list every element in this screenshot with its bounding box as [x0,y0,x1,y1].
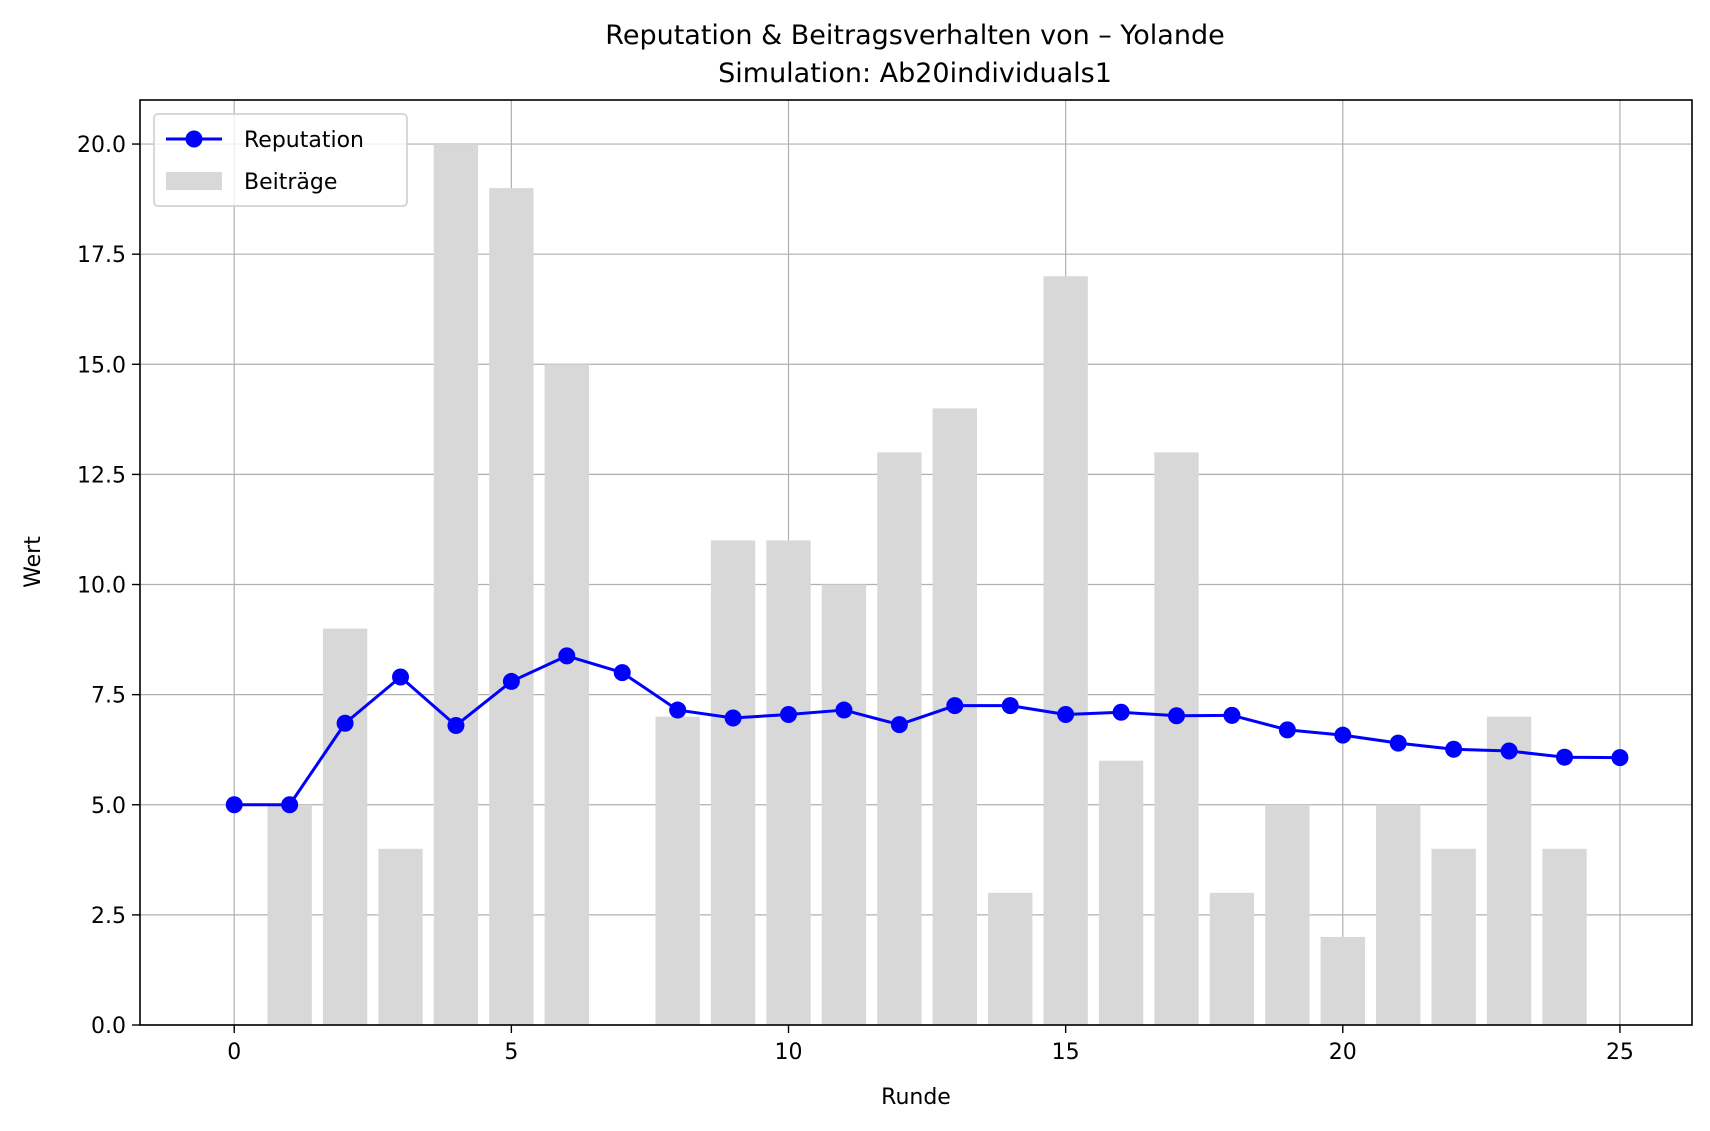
reputation-point [1001,697,1019,715]
reputation-point [724,709,742,727]
reputation-point [558,647,576,665]
contribution-bar [710,540,756,1025]
contribution-bar [1043,276,1088,1025]
contribution-bar [1265,804,1310,1025]
reputation-point [780,705,798,723]
reputation-point [1057,705,1075,723]
contribution-bar [433,144,479,1026]
reputation-point [1223,706,1241,724]
contribution-bar [1098,760,1144,1025]
contribution-bar [821,584,867,1025]
axis-ticks: 0 5 10 15 20 25 0.0 2.5 5.0 7.5 10.0 12.5 15.0 17.5 20… [77,133,1634,1065]
contribution-bar [267,804,312,1025]
contribution-bar [1209,892,1255,1025]
contribution-bar [322,628,368,1025]
reputation-point [225,796,243,814]
y-tick-label: 20.0 [77,133,126,158]
y-tick-label: 10.0 [77,574,126,599]
contribution-bar [489,188,534,1026]
legend-bar-swatch [166,172,222,190]
contribution-bar [655,716,700,1025]
x-tick-label: 0 [227,1040,241,1065]
chart-subtitle: Simulation: Ab20individuals1 [718,58,1112,89]
reputation-point [1278,721,1296,739]
x-tick-label: 5 [504,1040,518,1065]
reputation-point [336,714,354,732]
plot-frame [139,99,1693,1026]
reputation-point [890,716,908,734]
reputation-point [447,716,465,734]
x-axis-label: Runde [881,1085,951,1110]
contribution-bar [1486,716,1532,1025]
y-tick-label: 2.5 [91,904,126,929]
legend-label-reputation: Reputation [244,128,364,153]
contribution-bar [1376,804,1421,1025]
legend-marker-swatch [185,130,203,148]
line-series-reputation [225,647,1629,814]
y-tick-label: 15.0 [77,353,126,378]
reputation-point [613,664,631,682]
y-tick-label: 5.0 [91,794,126,819]
y-tick-label: 0.0 [91,1014,126,1039]
contribution-bar [1431,848,1476,1025]
reputation-point [502,672,520,690]
reputation-point [835,701,853,719]
bar-series-beitraege [267,144,1587,1026]
contribution-bar [1542,848,1587,1025]
reputation-point [946,697,964,715]
x-tick-label: 15 [1052,1040,1080,1065]
contribution-bar [378,848,423,1025]
reputation-point [1500,742,1518,760]
contribution-bar [1154,452,1199,1025]
reputation-point [1445,740,1463,758]
y-tick-label: 17.5 [77,243,126,268]
legend-label-beitraege: Beiträge [244,170,337,195]
reputation-point [1168,707,1186,725]
contribution-bar [544,364,589,1025]
legend: Reputation Beiträge [153,113,408,207]
contribution-bar [932,408,977,1025]
contribution-bar [766,540,811,1025]
x-tick-label: 25 [1606,1040,1634,1065]
reputation-point [281,796,299,814]
x-tick-label: 20 [1329,1040,1357,1065]
reputation-point [669,701,687,719]
contribution-bar [1320,936,1365,1025]
x-tick-label: 10 [775,1040,803,1065]
y-tick-label: 7.5 [91,684,126,709]
reputation-point [1334,726,1352,744]
reputation-point [1556,748,1574,766]
y-axis-label: Wert [21,536,46,588]
y-tick-label: 12.5 [77,463,126,488]
reputation-line [234,654,1620,807]
contribution-bar [877,452,922,1025]
contribution-bar [988,892,1033,1025]
reputation-point [1389,734,1407,752]
chart-title: Reputation & Beitragsverhalten von – Yol… [605,20,1224,51]
reputation-point [392,668,410,686]
reputation-point [1611,749,1629,767]
reputation-point [1112,703,1130,721]
